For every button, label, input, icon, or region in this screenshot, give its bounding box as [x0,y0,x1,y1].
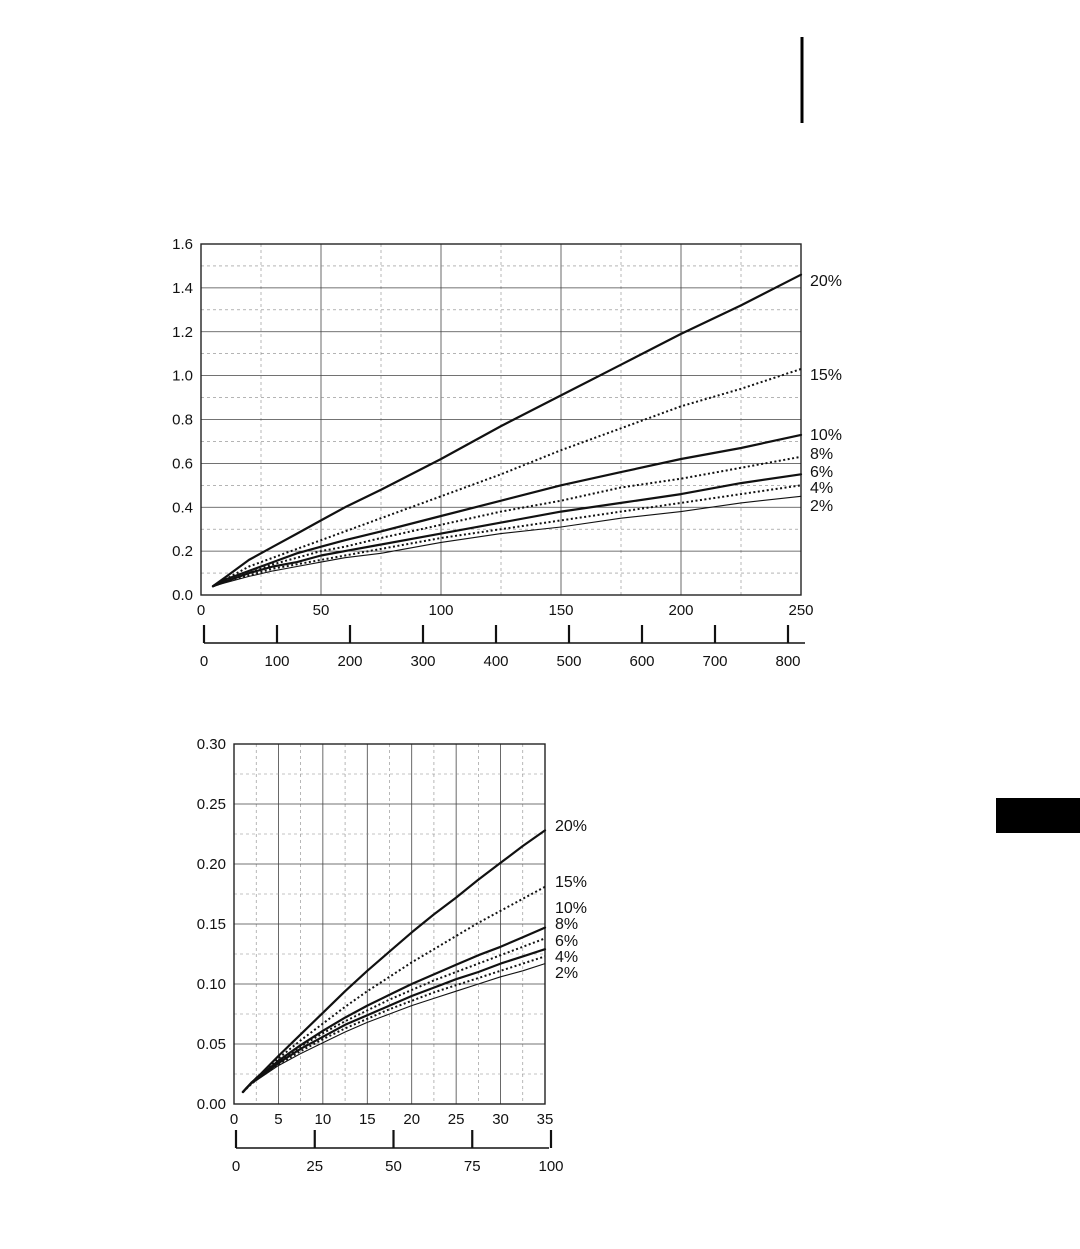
series-label-8pct: 8% [810,446,833,463]
secondary-tick-label: 200 [337,653,362,670]
series-line-4pct [242,955,546,1093]
series-line-20pct [211,273,803,588]
y-tick-label: 0.0 [172,587,193,604]
y-tick-label: 1.2 [172,324,193,341]
secondary-tick-label: 25 [306,1158,323,1175]
y-tick-label: 0.8 [172,412,193,429]
x-tick-label: 0 [230,1111,238,1128]
series-line-4pct [212,484,802,588]
x-tick-label: 35 [537,1111,554,1128]
y-tick-label: 0.2 [172,543,193,560]
secondary-tick-label: 0 [200,653,208,670]
series-line-15pct [212,368,802,588]
x-tick-label: 5 [274,1111,282,1128]
chart-bottom: 0.00 0.05 0.10 0.15 0.20 0.25 0.30 0 5 10 15 20 25 30… [197,736,587,1175]
secondary-tick-label: 800 [775,653,800,670]
x-tick-label: 250 [788,602,813,619]
secondary-tick-label: 700 [702,653,727,670]
series-label-8pct: 8% [555,916,578,933]
plot-frame [233,743,546,1105]
series-label-2pct: 2% [555,965,578,982]
y-tick-label: 0.30 [197,736,226,753]
series-label-4pct: 4% [810,480,833,497]
secondary-tick-label: 100 [264,653,289,670]
x-tick-label: 10 [315,1111,332,1128]
y-tick-label: 0.6 [172,455,193,472]
x-tick-label: 150 [548,602,573,619]
grid [234,744,545,1104]
series-line-15pct [242,885,546,1093]
x-tick-label: 30 [492,1111,509,1128]
x-tick-label: 200 [668,602,693,619]
y-tick-label: 0.10 [197,976,226,993]
y-tick-label: 0.4 [172,499,193,516]
secondary-tick-label: 600 [629,653,654,670]
secondary-tick-label: 50 [385,1158,402,1175]
y-tick-label: 0.00 [197,1096,226,1113]
series-line-8pct [242,937,546,1093]
secondary-tick-label: 100 [538,1158,563,1175]
plot-frame [200,243,802,596]
series-line-2pct [242,963,546,1093]
series-label-6pct: 6% [555,933,578,950]
series-label-2pct: 2% [810,498,833,515]
x-tick-label: 15 [359,1111,376,1128]
chart-top: 0.0 0.2 0.4 0.6 0.8 1.0 1.2 1.4 1.6 0 50 100 150 200 2… [172,236,842,670]
series-label-10pct: 10% [555,900,587,917]
series-label-4pct: 4% [555,949,578,966]
series-label-15pct: 15% [555,874,587,891]
x-tick-label: 25 [448,1111,465,1128]
y-tick-label: 0.20 [197,856,226,873]
series-line-10pct [211,433,803,588]
series-label-15pct: 15% [810,367,842,384]
series-label-20pct: 20% [555,818,587,835]
series-label-6pct: 6% [810,464,833,481]
secondary-tick-label: 75 [464,1158,481,1175]
y-tick-label: 1.4 [172,280,193,297]
secondary-tick-label: 300 [410,653,435,670]
y-tick-label: 0.25 [197,796,226,813]
y-tick-label: 1.6 [172,236,193,253]
secondary-tick-label: 0 [232,1158,240,1175]
x-tick-label: 50 [313,602,330,619]
y-tick-label: 1.0 [172,368,193,385]
y-tick-label: 0.05 [197,1036,226,1053]
x-tick-label: 20 [403,1111,420,1128]
series-line-10pct [241,926,547,1094]
secondary-tick-label: 500 [556,653,581,670]
secondary-tick-label: 400 [483,653,508,670]
series-line-6pct [211,473,803,588]
series-label-20pct: 20% [810,273,842,290]
chapter-thumb-tab [996,798,1080,833]
y-tick-label: 0.15 [197,916,226,933]
series-label-10pct: 10% [810,427,842,444]
series-line-2pct [212,495,802,587]
grid [201,244,801,595]
secondary-x-axis: 0 25 50 75 100 [232,1130,564,1175]
x-tick-label: 0 [197,602,205,619]
series-line-6pct [241,948,547,1094]
x-tick-label: 100 [428,602,453,619]
secondary-x-axis: 0 100 200 300 400 500 600 700 800 [200,625,805,670]
